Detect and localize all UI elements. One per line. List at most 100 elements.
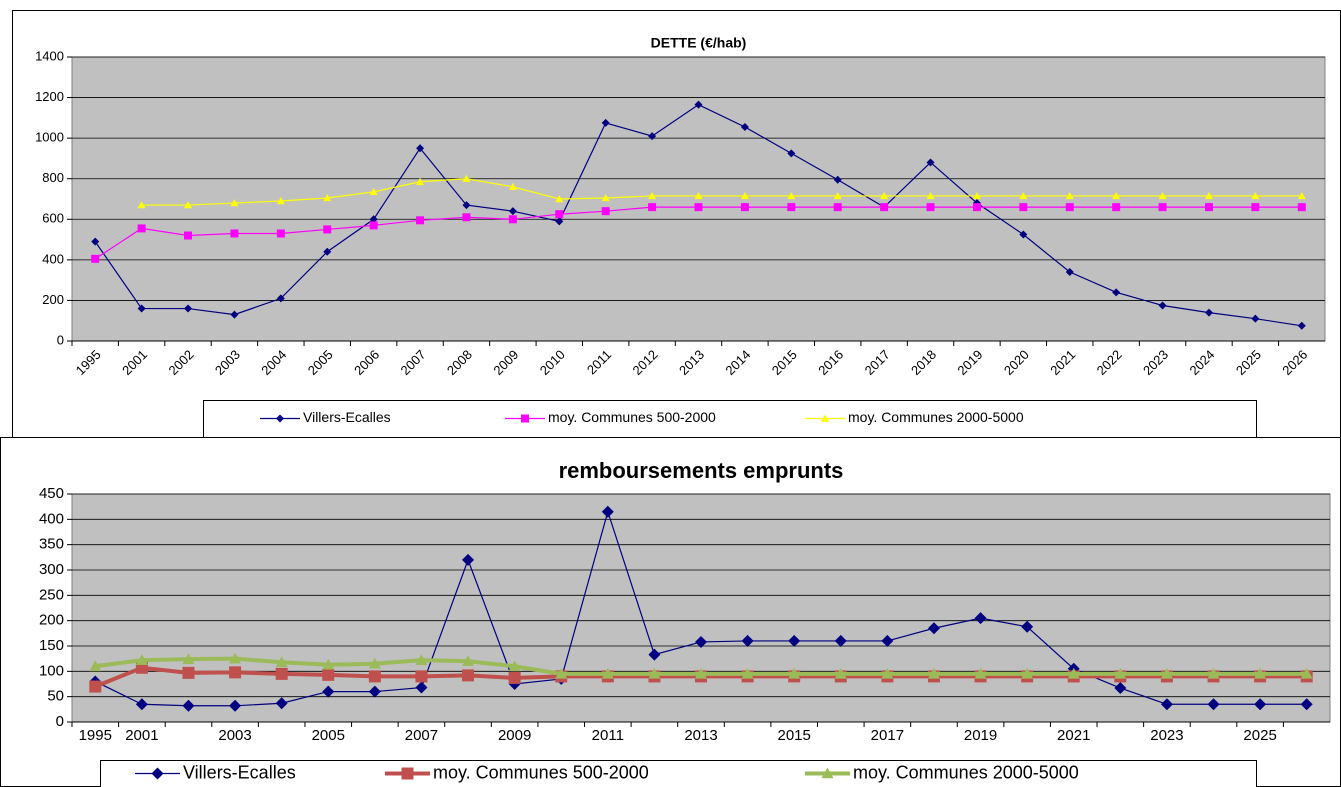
marker	[695, 667, 707, 679]
marker	[1112, 191, 1121, 200]
marker	[648, 648, 661, 661]
y-tick-label: 400	[42, 251, 64, 266]
marker	[508, 215, 517, 224]
marker	[275, 667, 288, 680]
x-tick-label: 1995	[79, 727, 112, 744]
marker	[1112, 203, 1121, 212]
y-tick-label: 100	[39, 662, 64, 679]
y-tick-label: 0	[56, 713, 64, 730]
plot-area	[71, 493, 1331, 723]
marker	[787, 203, 796, 212]
x-tick-label: 2009	[498, 727, 531, 744]
marker	[1300, 698, 1313, 711]
marker	[741, 667, 754, 679]
marker	[1114, 682, 1127, 695]
x-tick-label: 2019	[964, 727, 997, 744]
marker	[135, 698, 148, 711]
marker	[1065, 191, 1074, 200]
marker	[230, 199, 239, 207]
marker	[1160, 667, 1173, 679]
marker	[1019, 230, 1028, 239]
marker	[182, 699, 195, 712]
marker	[974, 612, 987, 625]
marker	[1251, 203, 1260, 212]
marker	[184, 201, 193, 209]
marker	[416, 144, 425, 153]
marker	[1114, 667, 1127, 679]
marker	[1204, 191, 1213, 200]
marker	[788, 634, 801, 647]
marker	[230, 310, 239, 319]
marker	[555, 210, 564, 219]
marker	[1297, 203, 1306, 212]
y-tick-label: 200	[39, 612, 64, 629]
marker	[184, 231, 193, 240]
chart-title: DETTE (€/hab)	[651, 35, 747, 51]
marker	[182, 666, 195, 679]
marker	[741, 634, 754, 647]
marker	[401, 767, 414, 780]
marker	[508, 182, 517, 191]
marker	[229, 666, 242, 679]
marker	[927, 622, 940, 635]
x-tick-label: 2021	[1057, 727, 1090, 744]
marker	[694, 191, 703, 200]
x-tick-label: 2025	[1243, 727, 1276, 744]
marker	[415, 681, 428, 694]
marker	[601, 193, 610, 202]
marker	[276, 294, 285, 303]
marker	[1065, 268, 1074, 277]
marker	[926, 158, 935, 167]
legend-label: moy. Communes 2000-5000	[853, 762, 1079, 782]
x-tick-label: 2015	[777, 727, 810, 744]
marker	[1254, 667, 1267, 679]
marker	[323, 193, 332, 202]
marker	[508, 207, 517, 216]
marker	[833, 203, 842, 212]
marker	[1251, 191, 1260, 200]
marker	[137, 201, 146, 209]
marker	[821, 414, 829, 422]
marker	[1204, 308, 1213, 317]
marker	[787, 149, 796, 158]
marker	[974, 667, 987, 679]
marker	[462, 213, 471, 222]
marker	[695, 635, 707, 648]
marker	[787, 191, 796, 200]
marker	[821, 767, 834, 779]
marker	[833, 191, 842, 200]
marker	[416, 177, 425, 185]
legend-label: Villers-Ecalles	[183, 762, 296, 782]
marker	[323, 225, 332, 234]
x-tick-label: 2017	[871, 727, 904, 744]
marker	[415, 654, 428, 665]
marker	[740, 203, 749, 212]
marker	[1065, 203, 1074, 212]
marker	[1207, 698, 1220, 711]
marker	[834, 667, 847, 679]
marker	[1112, 288, 1121, 297]
marker	[648, 191, 657, 200]
marker	[368, 685, 381, 698]
y-tick-label: 1200	[35, 89, 64, 104]
marker	[1019, 191, 1028, 200]
marker	[926, 203, 935, 212]
marker	[229, 652, 242, 664]
marker	[694, 100, 703, 109]
marker	[369, 221, 378, 230]
marker	[462, 553, 475, 566]
marker	[740, 122, 749, 131]
marker	[1160, 698, 1173, 711]
marker	[322, 668, 335, 681]
legend-label: moy. Communes 2000-5000	[848, 409, 1024, 425]
y-tick-label: 200	[42, 292, 64, 307]
marker	[555, 667, 568, 679]
marker	[601, 505, 614, 518]
marker	[137, 304, 146, 313]
legend	[203, 400, 1257, 438]
marker	[1207, 667, 1220, 679]
x-tick-label: 2003	[218, 727, 251, 744]
x-tick-label: 2011	[592, 727, 624, 744]
marker	[1158, 301, 1167, 310]
